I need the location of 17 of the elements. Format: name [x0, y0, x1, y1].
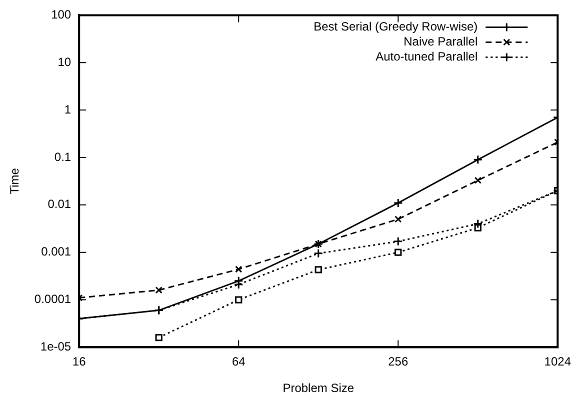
y-tick-label: 0.1: [54, 150, 72, 164]
x-tick-label: 64: [232, 354, 246, 369]
legend-label: Best Serial (Greedy Row-wise): [314, 20, 478, 34]
y-tick-label: 100: [51, 8, 72, 22]
y-tick-label: 0.01: [48, 197, 72, 212]
x-tick-label: 1024: [544, 354, 572, 369]
legend-label: Naive Parallel: [404, 34, 478, 49]
legend-label: Auto-tuned Parallel: [376, 50, 478, 64]
y-tick-label: 1e-05: [40, 340, 72, 354]
y-tick-label: 1: [64, 102, 72, 116]
x-tick-label: 16: [72, 354, 86, 369]
y-tick-label: 0.0001: [34, 292, 72, 306]
x-tick-label: 256: [388, 354, 408, 369]
y-tick-label: 0.001: [41, 244, 72, 259]
y-tick-label: 10: [58, 54, 72, 69]
x-axis-title: Problem Size: [282, 381, 354, 396]
y-axis-title: Time: [8, 168, 22, 194]
